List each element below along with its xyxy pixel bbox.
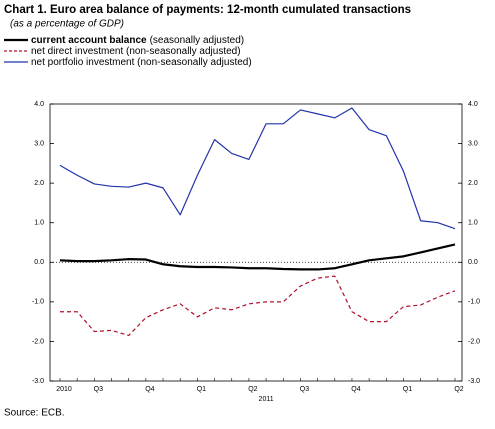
series-line [60, 275, 456, 337]
x-tick-label: Q3 [300, 386, 309, 393]
legend-note: (seasonally adjusted) [150, 35, 245, 46]
legend-name: net direct investment (non-seasonally ad… [31, 46, 241, 57]
x-tick-label: 2010 [56, 386, 72, 393]
y-tick-label: -1.0 [32, 299, 44, 306]
y-tick-label: 0.0 [34, 259, 44, 266]
x-tick-label: Q2 [248, 386, 257, 393]
y2-tick-label: -1.0 [468, 299, 480, 306]
legend-name: current account balance [31, 35, 147, 46]
x-tick-label: Q1 [403, 386, 412, 393]
y2-tick-label: -3.0 [468, 378, 480, 385]
y2-tick-label: 2.0 [468, 180, 478, 187]
legend-label: net direct investment (non-seasonally ad… [31, 46, 241, 57]
y2-tick-label: -2.0 [468, 338, 480, 345]
x-tick-label: Q1 [197, 386, 206, 393]
plot-frame [49, 103, 463, 382]
y-tick-label: 1.0 [34, 220, 44, 227]
y-tick-label: 3.0 [34, 140, 44, 147]
y2-tick-label: 0.0 [468, 259, 478, 266]
x-tick-label: Q4 [351, 386, 360, 393]
y-tick-label: -2.0 [32, 338, 44, 345]
x-tick-label: Q4 [145, 386, 154, 393]
source-note: Source: ECB. [4, 408, 65, 419]
legend-label: current account balance (seasonally adjus… [31, 35, 244, 46]
series-line [59, 107, 456, 230]
y2-tick-label: 3.0 [468, 140, 478, 147]
y2-tick-label: 1.0 [468, 220, 478, 227]
y-tick-label: -3.0 [32, 378, 44, 385]
x-group-label: 2011 [259, 396, 274, 403]
x-tick-label: Q2 [454, 386, 463, 393]
y2-tick-label: 4.0 [468, 101, 478, 108]
y-tick-label: 4.0 [34, 101, 44, 108]
chart-title: Chart 1. Euro area balance of payments: … [4, 4, 411, 16]
chart-subtitle: (as a percentage of GDP) [10, 19, 124, 30]
x-tick-label: Q3 [94, 386, 103, 393]
y-tick-label: 2.0 [34, 180, 44, 187]
legend-label: net portfolio investment (non-seasonally… [31, 57, 252, 68]
series-line [59, 243, 456, 271]
legend-name: net portfolio investment (non-seasonally… [31, 57, 252, 68]
